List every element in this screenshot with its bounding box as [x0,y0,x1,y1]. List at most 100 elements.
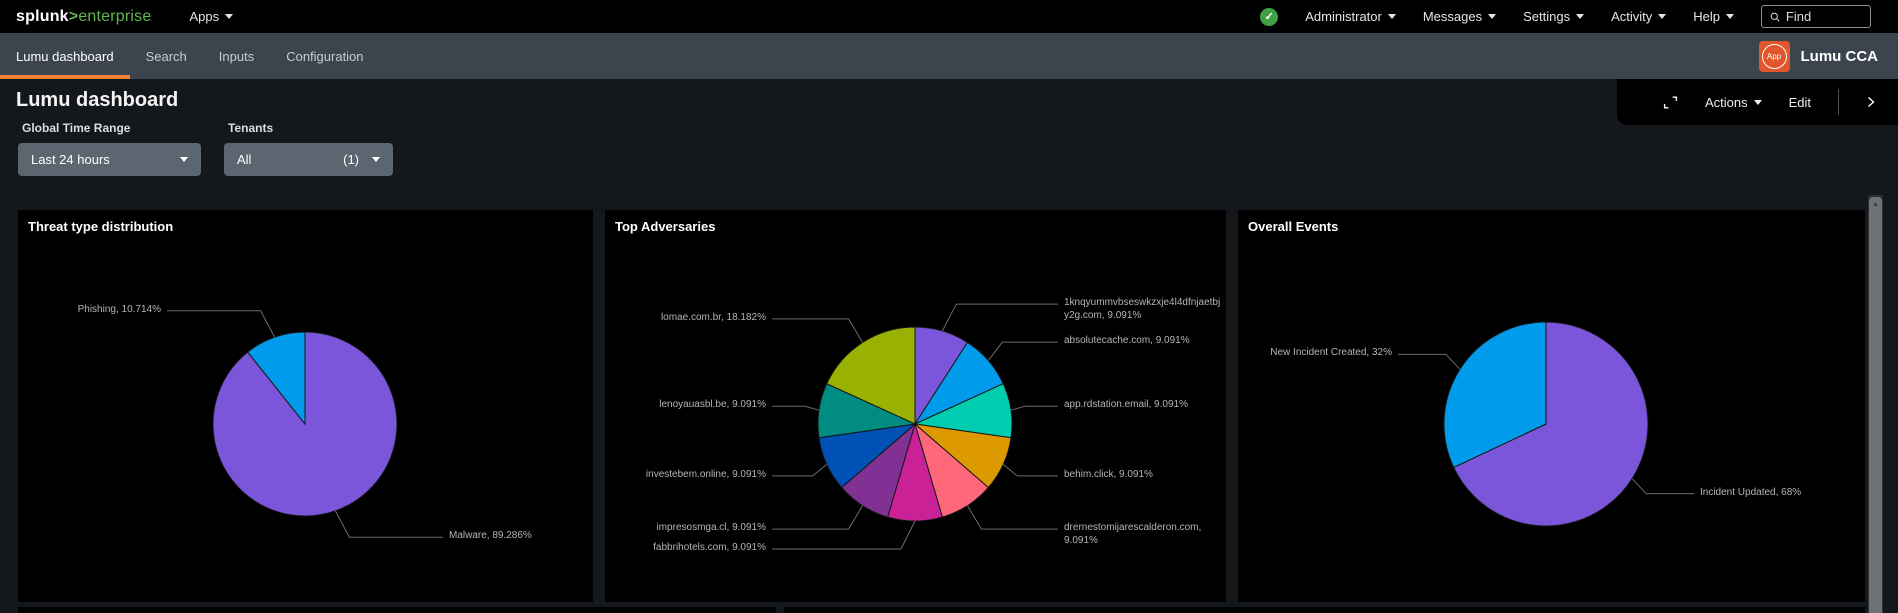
pie-slice-label: investebem.online, 9.091% [645,468,766,480]
fullscreen-button[interactable] [1663,95,1678,110]
pie-slice-label: lomae.com.br, 18.182% [660,311,766,323]
tab-configuration[interactable]: Configuration [270,33,379,79]
pie-slice-label: New Incident Created, 32% [1270,347,1392,359]
topbar: splunk>enterprise Apps ✓ Administrator M… [0,0,1898,33]
pie-label-leader-line [772,520,916,550]
pie-slice-label: behim.click, 9.091% [1064,468,1153,480]
pie-label-leader-line [772,505,863,530]
app-icon-text: App [1766,51,1782,61]
pie-label-leader-line [772,405,820,411]
tenants-dropdown[interactable]: All (1) [224,143,393,176]
tab-label: Configuration [286,48,364,64]
pie-slice-label: fabbrihotels.com, 9.091% [653,542,766,553]
menu-settings[interactable]: Settings [1523,9,1585,24]
tab-label: Search [145,48,187,64]
menu-settings-label: Settings [1523,9,1571,24]
next-row-panel-partial [784,607,1865,613]
pie-slice-label: Incident Updated, 68% [1700,486,1802,498]
tab-search[interactable]: Search [130,33,203,79]
caret-down-icon [225,14,234,19]
dashboard-header: Lumu dashboard Actions Edit [0,79,1898,210]
tab-inputs[interactable]: Inputs [203,33,270,79]
scroll-up-arrow-icon[interactable]: ▲ [1872,201,1879,208]
tenants-count: (1) [343,152,359,167]
app-name: Lumu CCA [1800,47,1879,65]
caret-down-icon [1753,99,1762,105]
pie-chart [1398,321,1694,527]
menu-activity[interactable]: Activity [1611,9,1667,24]
menu-administrator-label: Administrator [1305,9,1382,24]
filter-global-time-range: Global Time Range Last 24 hours [18,121,201,176]
pie-slice-label: impresosmga.cl, 9.091% [656,522,767,534]
apps-menu-label: Apps [189,9,220,24]
edit-label: Edit [1788,94,1811,110]
page-title: Lumu dashboard [16,89,179,111]
apps-menu[interactable]: Apps [189,9,234,24]
pie-label-leader-line [1398,353,1461,370]
time-range-dropdown[interactable]: Last 24 hours [18,143,201,176]
logo-product-text: enterprise [78,7,152,25]
current-app[interactable]: App Lumu CCA [1758,33,1879,79]
pie-slice-lomae-com-br[interactable] [826,326,916,425]
expand-icon [1663,95,1678,109]
check-glyph: ✓ [1264,11,1274,23]
panel-title: Top Adversaries [615,219,716,234]
pie-label-leader-line [1002,463,1058,477]
pie-slice-label: absolutecache.com, 9.091% [1064,335,1190,347]
dashboard-toolbar: Actions Edit [1617,79,1898,125]
next-row-panel-partial [18,607,776,613]
pie-slice-label: lenoyauasbl.be, 9.091% [659,399,766,411]
pie-chart [167,310,443,538]
filter-label: Tenants [228,121,274,135]
actions-menu-button[interactable]: Actions [1705,95,1762,110]
panel-top-adversaries: Top Adversaries 1knqyummvbseswkzxje4l4df… [605,210,1226,602]
pie-label-leader-line [167,310,276,338]
time-range-value: Last 24 hours [31,152,110,167]
scrollbar-thumb[interactable]: ▲ [1869,197,1882,613]
actions-label: Actions [1704,94,1748,110]
collapse-panel-button[interactable] [1866,95,1876,109]
pie-slice-label: drernestomijarescalderon.com, 9.091% [1064,522,1202,547]
logo-splunk-text: splunk [16,7,69,25]
panel-title: Threat type distribution [28,219,174,234]
tab-lumu-dashboard[interactable]: Lumu dashboard [0,33,130,79]
menu-help-label: Help [1693,9,1720,24]
menu-help[interactable]: Help [1693,9,1734,24]
caret-down-icon [1387,14,1396,19]
logo-gt-text: > [68,7,79,25]
filter-tenants: Tenants All (1) [224,121,393,176]
vertical-scrollbar[interactable]: ▲ [1868,195,1883,613]
filter-label: Global Time Range [22,121,131,135]
chevron-right-icon [1868,96,1875,108]
tenants-value: All [237,152,252,167]
pie-slice-label: Phishing, 10.714% [77,303,161,315]
status-check-icon[interactable]: ✓ [1260,7,1279,26]
caret-down-icon [1488,14,1497,19]
app-icon: App [1758,40,1790,72]
caret-down-icon [1658,14,1667,19]
search-icon [1770,12,1780,22]
pie-label-leader-line [1631,478,1694,495]
panel-threat-type-distribution: Threat type distribution Malware, 89.286… [18,210,593,602]
pie-slice-new-incident-created[interactable] [1443,321,1547,469]
pie-slice-label: app.rdstation.email, 9.091% [1064,399,1188,411]
menu-activity-label: Activity [1611,9,1653,24]
pie-label-leader-line [334,510,443,538]
splunk-logo[interactable]: splunk>enterprise [16,8,151,26]
topbar-right: ✓ Administrator Messages Settings Activi… [1260,5,1871,28]
pie-label-leader-line [987,341,1058,361]
global-filters: Global Time Range Last 24 hours Tenants … [18,121,393,176]
pie-label-leader-line [967,505,1058,530]
find-search-box[interactable] [1761,5,1871,28]
tab-label: Lumu dashboard [16,48,114,64]
pie-slice-label: 1knqyummvbseswkzxje4l4dfnjaetbjy2g.com, … [1064,297,1221,322]
pie-label-leader-line [772,318,863,343]
menu-messages-label: Messages [1422,9,1483,24]
caret-down-icon [1576,14,1585,19]
pie-label-leader-line [941,303,1058,332]
find-input[interactable] [1785,9,1862,24]
edit-button[interactable]: Edit [1789,95,1811,110]
menu-messages[interactable]: Messages [1422,9,1497,24]
pie-label-leader-line [772,463,828,477]
menu-administrator[interactable]: Administrator [1305,9,1396,24]
